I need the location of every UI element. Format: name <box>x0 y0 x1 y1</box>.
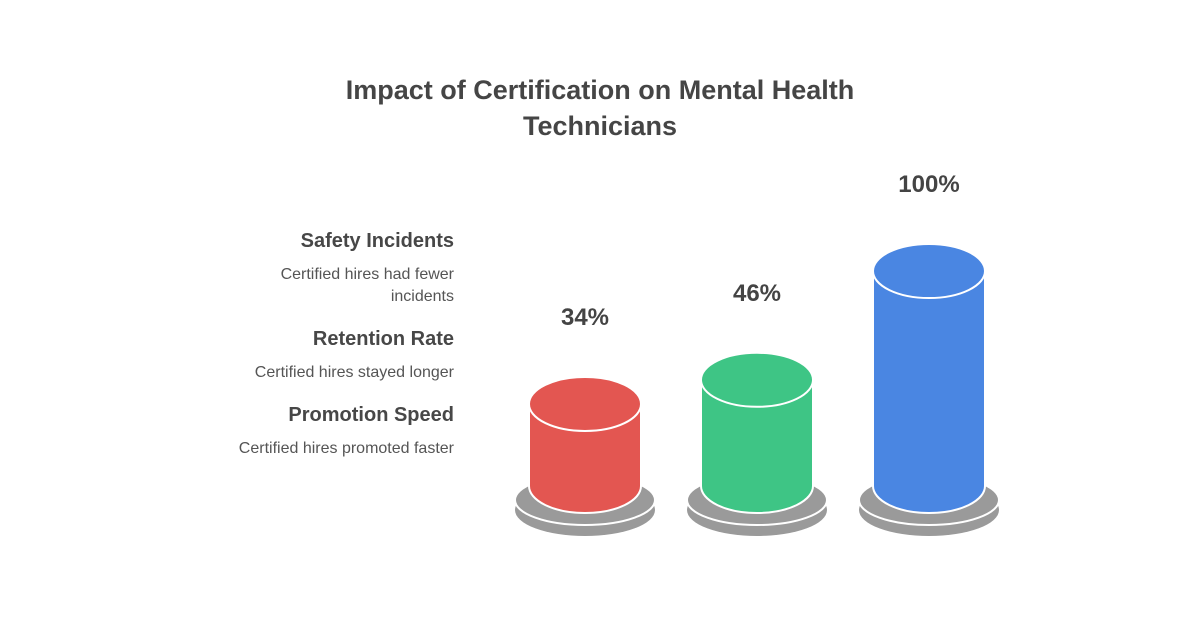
cylinder-top <box>700 351 814 408</box>
cylinder-top <box>528 375 642 432</box>
legend-item-promotion-speed: Promotion Speed Certified hires promoted… <box>154 402 454 460</box>
value-label: 100% <box>898 171 959 198</box>
value-label: 34% <box>561 304 609 331</box>
chart-title-line-1: Impact of Certification on Mental Health <box>345 75 855 105</box>
chart-title: Impact of Certification on Mental Health… <box>0 72 1200 144</box>
legend-item-safety-incidents: Safety Incidents Certified hires had few… <box>154 228 454 308</box>
legend-item-retention-rate: Retention Rate Certified hires stayed lo… <box>154 326 454 384</box>
cylinder-body <box>872 270 986 514</box>
chart-title-line-2: Technicians <box>522 111 678 141</box>
legend-item-description: Certified hires stayed longer <box>254 364 454 381</box>
legend-item-label: Safety Incidents <box>300 230 454 252</box>
cylinder-top <box>872 243 986 299</box>
legend-item-description: Certified hires had fewer incidents <box>280 266 454 305</box>
value-label: 46% <box>733 280 781 307</box>
cylinder-body <box>528 402 642 514</box>
legend-item-label: Promotion Speed <box>288 404 454 426</box>
legend: Safety Incidents Certified hires had few… <box>154 228 454 478</box>
cylinder-body <box>700 378 814 514</box>
legend-item-description: Certified hires promoted faster <box>238 440 454 457</box>
legend-item-label: Retention Rate <box>312 328 454 350</box>
